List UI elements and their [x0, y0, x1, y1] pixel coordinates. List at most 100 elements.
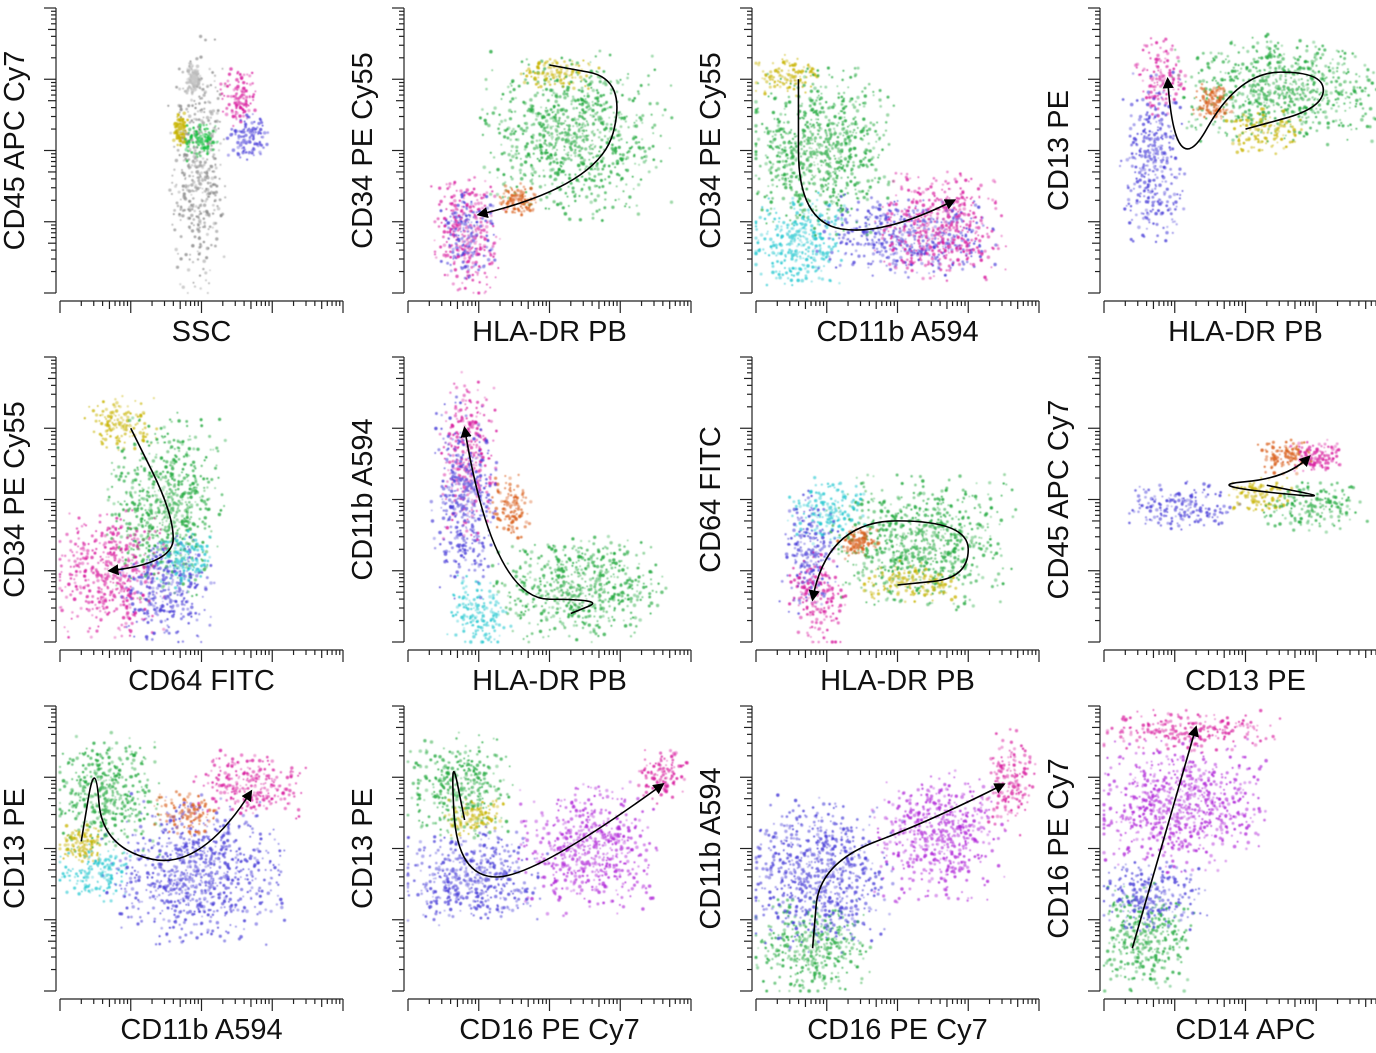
data-point — [854, 154, 857, 157]
data-point — [529, 179, 532, 182]
data-point — [486, 283, 488, 285]
data-point — [779, 155, 781, 157]
data-point — [894, 208, 897, 211]
data-point — [178, 139, 181, 142]
data-point — [660, 160, 662, 162]
data-point — [598, 209, 600, 211]
data-point — [787, 90, 789, 92]
data-point — [883, 261, 885, 263]
data-point — [857, 197, 860, 200]
data-point — [481, 217, 484, 220]
data-point — [457, 289, 460, 292]
data-point — [771, 178, 774, 181]
data-point — [208, 131, 211, 134]
data-point — [573, 195, 576, 198]
data-point — [483, 264, 486, 267]
data-point — [214, 245, 217, 248]
data-point — [851, 263, 854, 266]
data-point — [212, 191, 215, 194]
data-point — [869, 216, 871, 218]
data-point — [173, 228, 176, 231]
data-point — [843, 92, 845, 94]
data-point — [532, 123, 535, 126]
data-point — [194, 107, 197, 110]
data-point — [577, 98, 580, 101]
data-point — [883, 175, 886, 178]
data-point — [826, 188, 829, 191]
data-point — [542, 134, 545, 137]
data-point — [188, 114, 191, 117]
data-point — [816, 122, 818, 124]
data-point — [624, 205, 626, 207]
data-point — [835, 214, 837, 216]
data-point — [562, 85, 564, 87]
data-point — [609, 54, 612, 57]
data-point — [507, 190, 510, 193]
data-point — [878, 154, 880, 156]
data-point — [214, 199, 217, 202]
data-point — [590, 192, 593, 195]
data-point — [212, 170, 214, 172]
data-point — [601, 185, 604, 188]
data-point — [960, 174, 962, 176]
data-point — [222, 111, 224, 113]
data-point — [198, 128, 200, 130]
data-point — [472, 274, 474, 276]
data-point — [209, 110, 212, 113]
data-point — [770, 208, 772, 210]
data-point — [504, 196, 506, 198]
data-point — [213, 209, 215, 211]
data-point — [773, 218, 776, 221]
data-point — [449, 230, 451, 232]
data-point — [1005, 268, 1007, 270]
data-point — [628, 195, 631, 198]
data-point — [211, 177, 215, 181]
data-point — [655, 166, 658, 169]
data-point — [567, 86, 570, 89]
data-point — [210, 144, 212, 146]
data-point — [904, 240, 907, 243]
data-point — [597, 111, 599, 113]
data-point — [757, 138, 760, 141]
data-point — [526, 208, 529, 211]
data-point — [796, 135, 798, 137]
data-point — [816, 96, 819, 99]
data-point — [766, 233, 769, 236]
data-point — [921, 216, 923, 218]
data-point — [173, 213, 175, 215]
data-point — [639, 147, 642, 150]
data-point — [871, 206, 874, 209]
data-point — [564, 174, 566, 176]
data-point — [544, 184, 546, 186]
data-point — [452, 282, 455, 285]
data-point — [248, 74, 251, 77]
data-point — [870, 163, 873, 166]
data-point — [790, 279, 793, 282]
data-point — [878, 177, 881, 180]
data-point — [447, 222, 450, 225]
data-point — [518, 152, 520, 154]
data-point — [778, 120, 781, 123]
data-point — [511, 97, 514, 100]
data-point — [567, 81, 570, 84]
data-point — [829, 195, 832, 198]
data-point — [803, 213, 805, 215]
data-point — [977, 234, 979, 236]
data-point — [801, 82, 803, 84]
population-core — [784, 228, 814, 258]
data-point — [537, 112, 540, 115]
data-point — [822, 190, 824, 192]
data-point — [879, 220, 881, 222]
data-point — [509, 197, 512, 200]
data-point — [605, 102, 607, 104]
data-point — [872, 260, 874, 262]
data-point — [777, 151, 780, 154]
data-point — [186, 185, 189, 188]
data-point — [796, 272, 798, 274]
data-point — [860, 163, 862, 165]
data-point — [538, 121, 541, 124]
data-point — [866, 223, 868, 225]
data-point — [755, 150, 758, 153]
data-point — [847, 192, 849, 194]
data-point — [861, 138, 864, 141]
